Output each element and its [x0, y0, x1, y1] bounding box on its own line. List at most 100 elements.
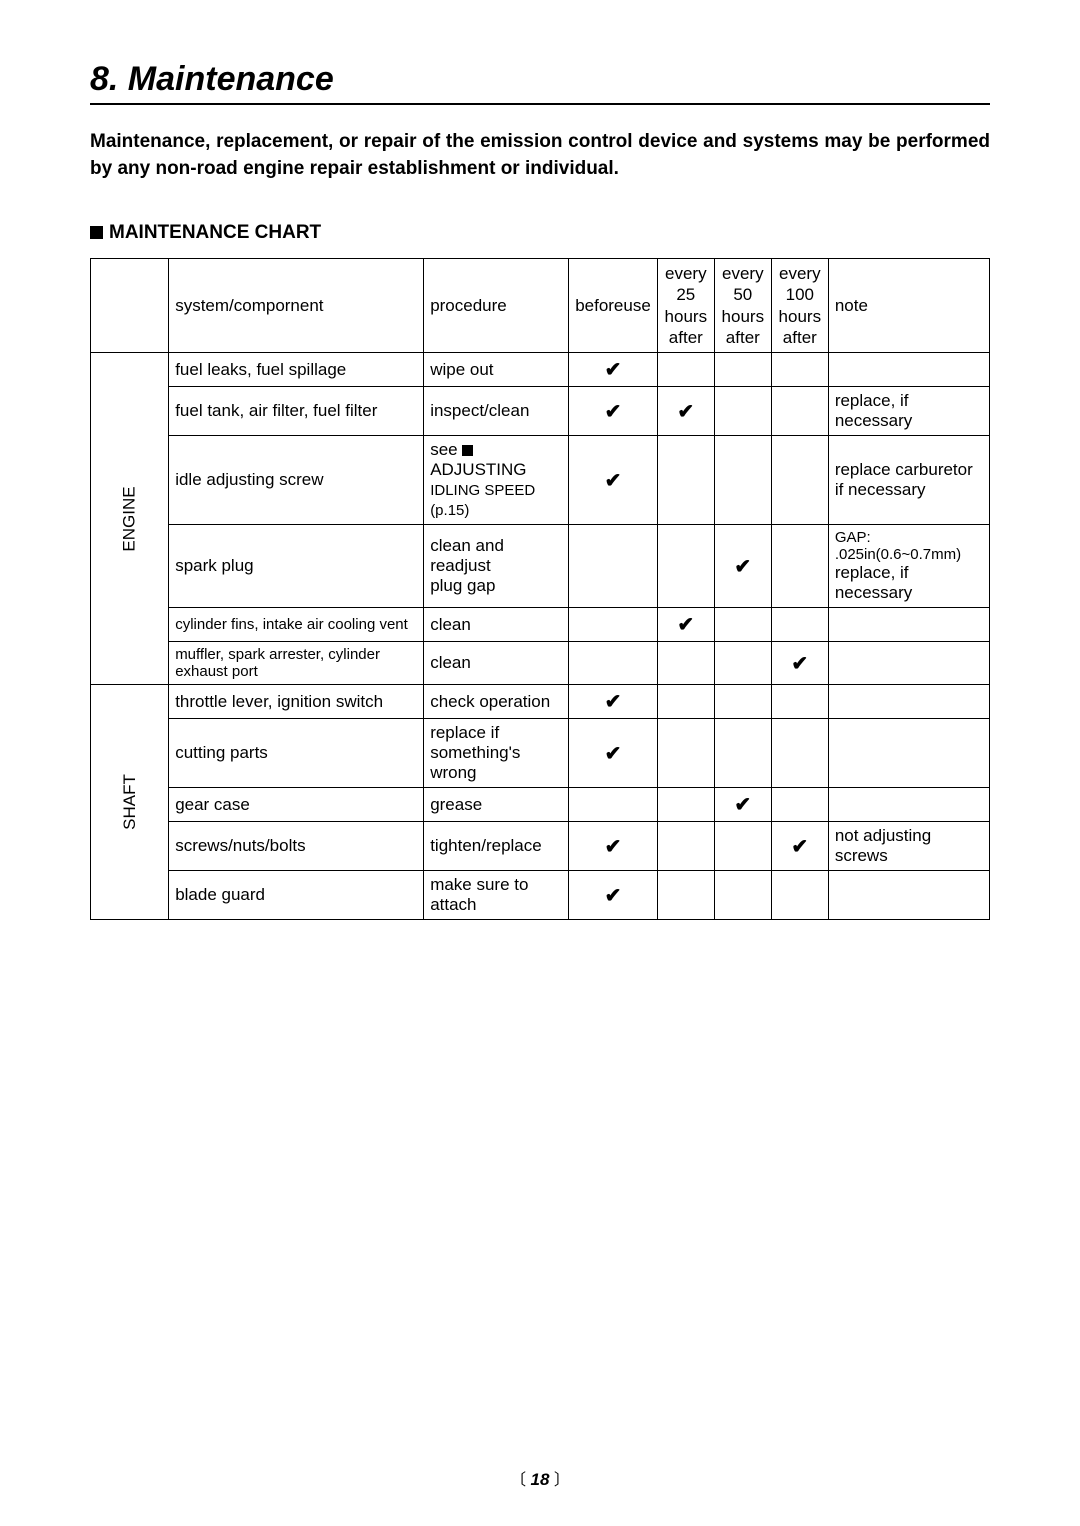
cell-100h — [771, 353, 828, 387]
table-row: SHAFT throttle lever, ignition switch ch… — [91, 685, 990, 719]
cell-100h — [771, 685, 828, 719]
cell-system: throttle lever, ignition switch — [169, 685, 424, 719]
cell-procedure: clean — [424, 642, 569, 685]
cell-before: ✔ — [569, 387, 658, 436]
cell-100h — [771, 719, 828, 788]
cell-25h — [657, 719, 714, 788]
chart-label: MAINTENANCE CHART — [90, 222, 990, 244]
table-row: idle adjusting screw see ADJUSTING IDLIN… — [91, 436, 990, 525]
group-shaft: SHAFT — [91, 685, 169, 920]
title-rule — [90, 103, 990, 105]
cell-before: ✔ — [569, 685, 658, 719]
cell-note — [828, 719, 989, 788]
cell-system: cylinder fins, intake air cooling vent — [169, 608, 424, 642]
cell-before — [569, 608, 658, 642]
cell-100h — [771, 436, 828, 525]
cell-50h — [714, 353, 771, 387]
footer-bracket-right: 〕 — [554, 1472, 570, 1489]
table-row: fuel tank, air filter, fuel filter inspe… — [91, 387, 990, 436]
cell-system: idle adjusting screw — [169, 436, 424, 525]
cell-100h: ✔ — [771, 822, 828, 871]
page-content: 8. Maintenance Maintenance, replacement,… — [0, 0, 1080, 920]
cell-before: ✔ — [569, 871, 658, 920]
square-bullet-icon — [90, 226, 103, 239]
header-before: beforeuse — [569, 259, 658, 353]
cell-procedure: replace if something's wrong — [424, 719, 569, 788]
cell-system: spark plug — [169, 525, 424, 608]
cell-note — [828, 685, 989, 719]
cell-system: muffler, spark arrester, cylinder exhaus… — [169, 642, 424, 685]
cell-50h — [714, 822, 771, 871]
cell-note — [828, 608, 989, 642]
cell-25h — [657, 788, 714, 822]
cell-100h — [771, 788, 828, 822]
cell-note: not adjusting screws — [828, 822, 989, 871]
cell-before: ✔ — [569, 436, 658, 525]
cell-note — [828, 788, 989, 822]
table-row: screws/nuts/bolts tighten/replace ✔ ✔ no… — [91, 822, 990, 871]
cell-procedure: make sure to attach — [424, 871, 569, 920]
cell-before: ✔ — [569, 353, 658, 387]
chart-label-text: MAINTENANCE CHART — [109, 222, 321, 243]
table-row: muffler, spark arrester, cylinder exhaus… — [91, 642, 990, 685]
table-row: cutting parts replace if something's wro… — [91, 719, 990, 788]
cell-25h — [657, 353, 714, 387]
cell-procedure: check operation — [424, 685, 569, 719]
section-title: 8. Maintenance — [90, 60, 990, 99]
cell-100h — [771, 608, 828, 642]
header-note: note — [828, 259, 989, 353]
cell-100h — [771, 871, 828, 920]
header-50h: every50hoursafter — [714, 259, 771, 353]
cell-25h — [657, 685, 714, 719]
square-icon — [462, 445, 473, 456]
cell-system: screws/nuts/bolts — [169, 822, 424, 871]
page-footer: 〔 18 〕 — [0, 1466, 1080, 1490]
cell-50h — [714, 642, 771, 685]
header-25h: every25hoursafter — [657, 259, 714, 353]
cell-procedure: tighten/replace — [424, 822, 569, 871]
cell-before — [569, 788, 658, 822]
cell-procedure: grease — [424, 788, 569, 822]
page-number: 18 — [531, 1470, 550, 1489]
cell-50h: ✔ — [714, 525, 771, 608]
cell-note — [828, 353, 989, 387]
cell-note — [828, 642, 989, 685]
cell-system: blade guard — [169, 871, 424, 920]
cell-25h — [657, 642, 714, 685]
group-engine: ENGINE — [91, 353, 169, 685]
cell-procedure: clean — [424, 608, 569, 642]
cell-25h — [657, 525, 714, 608]
intro-paragraph: Maintenance, replacement, or repair of t… — [90, 129, 990, 182]
cell-25h: ✔ — [657, 608, 714, 642]
cell-before — [569, 642, 658, 685]
cell-50h: ✔ — [714, 788, 771, 822]
cell-note — [828, 871, 989, 920]
header-100h: every100hoursafter — [771, 259, 828, 353]
cell-procedure: see ADJUSTING IDLING SPEED (p.15) — [424, 436, 569, 525]
cell-note: GAP: .025in(0.6~0.7mm) replace, if neces… — [828, 525, 989, 608]
cell-25h: ✔ — [657, 387, 714, 436]
cell-50h — [714, 608, 771, 642]
cell-procedure: wipe out — [424, 353, 569, 387]
header-system: system/compornent — [169, 259, 424, 353]
table-row: spark plug clean and readjust plug gap ✔… — [91, 525, 990, 608]
cell-system: fuel tank, air filter, fuel filter — [169, 387, 424, 436]
cell-25h — [657, 436, 714, 525]
cell-before — [569, 525, 658, 608]
cell-system: fuel leaks, fuel spillage — [169, 353, 424, 387]
table-row: ENGINE fuel leaks, fuel spillage wipe ou… — [91, 353, 990, 387]
cell-50h — [714, 719, 771, 788]
cell-procedure: clean and readjust plug gap — [424, 525, 569, 608]
cell-50h — [714, 871, 771, 920]
footer-bracket-left: 〔 — [510, 1472, 526, 1489]
cell-25h — [657, 822, 714, 871]
cell-100h: ✔ — [771, 642, 828, 685]
cell-before: ✔ — [569, 719, 658, 788]
cell-system: gear case — [169, 788, 424, 822]
header-procedure: procedure — [424, 259, 569, 353]
cell-50h — [714, 387, 771, 436]
table-row: cylinder fins, intake air cooling vent c… — [91, 608, 990, 642]
cell-50h — [714, 436, 771, 525]
table-row: blade guard make sure to attach ✔ — [91, 871, 990, 920]
cell-100h — [771, 525, 828, 608]
